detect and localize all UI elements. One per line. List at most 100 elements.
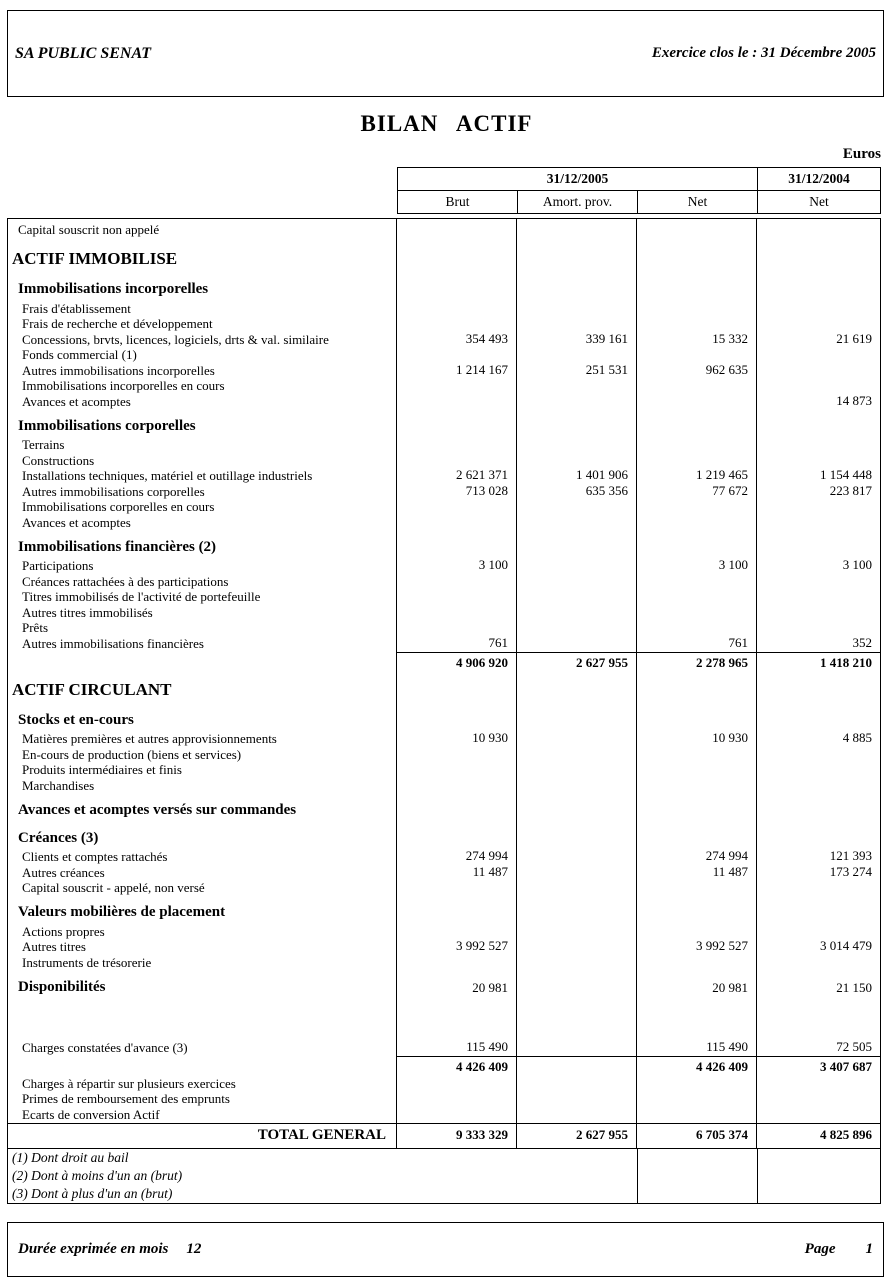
row-value-net bbox=[636, 1076, 756, 1092]
row-value-amort-prov bbox=[516, 821, 636, 850]
row-value-net-prev bbox=[756, 762, 880, 778]
row-value-net-prev bbox=[756, 821, 880, 850]
row-label: Autres titres immobilisés bbox=[22, 605, 153, 620]
footnote-1: (1) Dont droit au bail bbox=[12, 1149, 129, 1165]
row-label: Actions propres bbox=[22, 924, 105, 939]
row-value-amort-prov bbox=[516, 620, 636, 636]
row-label: Produits intermédiaires et finis bbox=[22, 762, 182, 778]
row-value-amort-prov: 1 401 906 bbox=[516, 467, 636, 484]
row-value-net-prev bbox=[756, 437, 880, 453]
row-value-net bbox=[636, 793, 756, 822]
row-value-net-prev: 21 150 bbox=[756, 970, 880, 999]
row-value-amort-prov bbox=[516, 241, 636, 273]
row-value-net bbox=[636, 821, 756, 850]
row-value-brut bbox=[396, 316, 516, 332]
row-value-brut bbox=[396, 347, 516, 363]
row-value-brut: 3 992 527 bbox=[396, 938, 516, 955]
table-row: Produits intermédiaires et finis bbox=[8, 762, 880, 778]
row-label: ACTIF IMMOBILISE bbox=[12, 249, 178, 268]
row-value-net-prev: 1 418 210 bbox=[756, 651, 880, 672]
row-value-brut bbox=[396, 530, 516, 559]
row-value-brut bbox=[396, 301, 516, 317]
row-value-net: 2 278 965 bbox=[636, 651, 756, 672]
row-value-net-prev bbox=[756, 378, 880, 394]
row-value-net-prev: 352 bbox=[756, 635, 880, 652]
row-label: Frais d'établissement bbox=[22, 301, 131, 316]
row-value-net-prev bbox=[756, 703, 880, 732]
row-value-amort-prov bbox=[516, 849, 636, 865]
row-value-net bbox=[636, 778, 756, 794]
row-value-amort-prov bbox=[516, 703, 636, 732]
company-name: SA PUBLIC SENAT bbox=[15, 44, 152, 62]
row-value-amort-prov bbox=[516, 896, 636, 924]
row-value-brut bbox=[396, 378, 516, 394]
table-row: Autres créances 11 487 11 487 173 274 bbox=[8, 864, 880, 881]
row-value-net bbox=[636, 762, 756, 778]
row-value-net bbox=[636, 219, 756, 241]
row-value-amort-prov bbox=[516, 316, 636, 332]
row-value-net bbox=[636, 605, 756, 621]
row-value-amort-prov bbox=[516, 970, 636, 999]
row-value-net-prev bbox=[756, 363, 880, 379]
row-value-net-prev: 72 505 bbox=[756, 1039, 880, 1056]
row-value-brut bbox=[396, 409, 516, 438]
row-value-net bbox=[636, 620, 756, 636]
row-value-net-prev bbox=[756, 273, 880, 301]
table-row: Concessions, brvts, licences, logiciels,… bbox=[8, 331, 880, 348]
row-value-net-prev bbox=[756, 924, 880, 940]
table-row: Immobilisations corporelles bbox=[8, 409, 880, 438]
column-group-2004: 31/12/2004 bbox=[788, 171, 850, 186]
row-value-net-prev: 173 274 bbox=[756, 864, 880, 881]
column-header-net: Net bbox=[638, 191, 758, 213]
row-label: TOTAL GENERAL bbox=[257, 1127, 386, 1143]
row-value-brut bbox=[396, 515, 516, 531]
table-row: Immobilisations corporelles en cours bbox=[8, 499, 880, 515]
row-value-brut bbox=[396, 880, 516, 896]
row-value-net bbox=[636, 1091, 756, 1107]
table-column-header: 31/12/2005 31/12/2004 Brut Amort. prov. … bbox=[397, 167, 881, 214]
row-value-amort-prov bbox=[516, 558, 636, 574]
row-value-brut bbox=[396, 453, 516, 469]
row-value-brut bbox=[396, 703, 516, 732]
table-row: Immobilisations incorporelles bbox=[8, 273, 880, 301]
row-label: Frais de recherche et développement bbox=[22, 316, 213, 332]
row-value-net-prev: 14 873 bbox=[756, 393, 880, 410]
row-value-net bbox=[636, 347, 756, 363]
row-value-amort-prov bbox=[516, 880, 636, 896]
row-value-brut bbox=[396, 605, 516, 621]
notes-divider-line bbox=[757, 1148, 758, 1203]
row-value-net-prev bbox=[756, 1107, 880, 1123]
row-value-brut bbox=[396, 219, 516, 241]
row-value-net-prev bbox=[756, 1076, 880, 1092]
row-value-amort-prov bbox=[516, 998, 636, 1041]
row-value-amort-prov bbox=[516, 1040, 636, 1056]
row-value-brut bbox=[396, 762, 516, 778]
page-label: Page bbox=[804, 1241, 836, 1257]
row-label: Immobilisations incorporelles en cours bbox=[22, 378, 225, 394]
row-value-amort-prov bbox=[516, 671, 636, 704]
row-value-brut bbox=[396, 924, 516, 940]
row-value-amort-prov bbox=[516, 747, 636, 763]
table-row: TOTAL GENERAL 9 333 329 2 627 955 6 705 374… bbox=[8, 1122, 880, 1149]
table-row: Créances (3) bbox=[8, 821, 880, 850]
row-value-net-prev: 121 393 bbox=[756, 848, 880, 865]
table-row: Autres immobilisations corporelles 713 02… bbox=[8, 483, 880, 500]
row-label: Matières premières et autres approvision… bbox=[22, 731, 277, 747]
row-value-amort-prov bbox=[516, 499, 636, 515]
row-value-brut: 761 bbox=[396, 635, 516, 652]
row-value-net bbox=[636, 574, 756, 590]
row-label: Terrains bbox=[22, 437, 65, 453]
row-value-amort-prov bbox=[516, 1076, 636, 1092]
table-row: Autres immobilisations incorporelles 1 21… bbox=[8, 362, 880, 379]
table-row: Terrains bbox=[8, 437, 880, 453]
table-row: Installations techniques, matériel et ou… bbox=[8, 467, 880, 484]
row-value-net-prev: 4 825 896 bbox=[756, 1123, 880, 1148]
row-value-brut bbox=[396, 241, 516, 273]
row-value-net-prev: 223 817 bbox=[756, 483, 880, 500]
row-value-net-prev bbox=[756, 316, 880, 332]
row-value-brut bbox=[396, 620, 516, 636]
row-value-brut bbox=[396, 998, 516, 1041]
row-value-amort-prov: 2 627 955 bbox=[516, 651, 636, 672]
table-row: Charges constatées d'avance (3) 115 490 11… bbox=[8, 1039, 880, 1056]
